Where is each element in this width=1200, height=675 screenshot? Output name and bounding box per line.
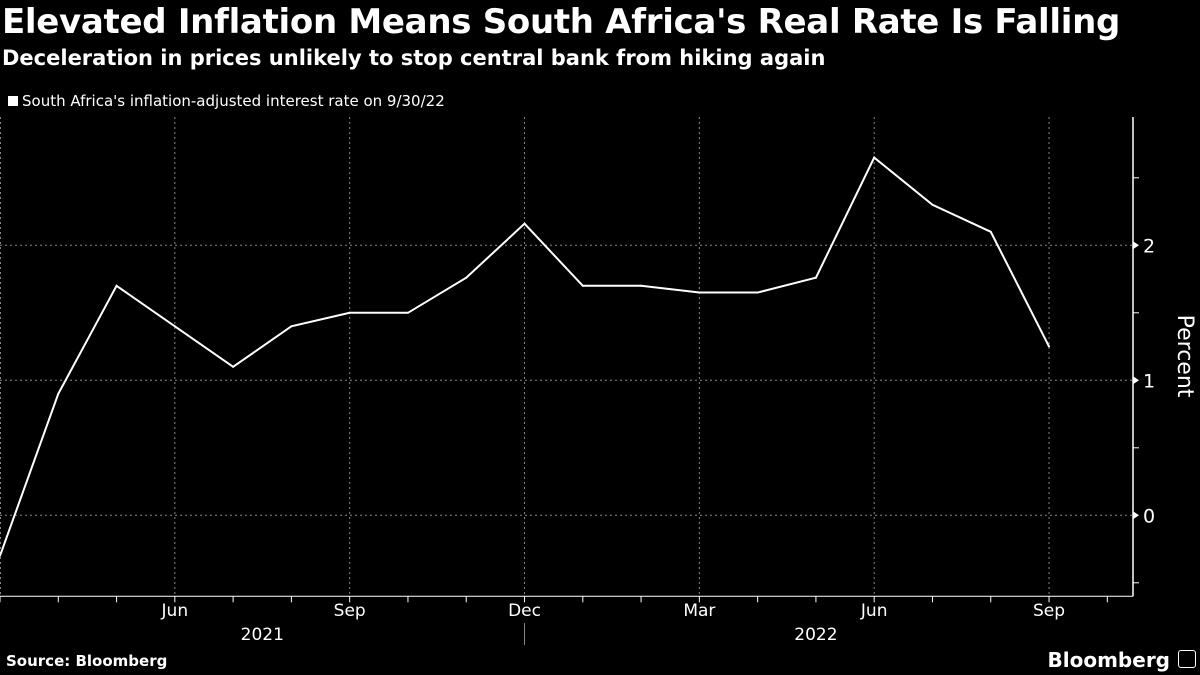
y-tick-marker [1133, 511, 1139, 520]
chart-icon [1178, 650, 1196, 668]
legend-label: South Africa's inflation-adjusted intere… [22, 92, 445, 110]
x-tick-label: Mar [683, 601, 715, 621]
legend: South Africa's inflation-adjusted intere… [8, 92, 445, 110]
x-year-label: 2021 [241, 625, 284, 645]
data-point [465, 276, 468, 279]
y-tick-marker [1133, 376, 1139, 385]
x-year-label: 2022 [794, 625, 837, 645]
data-point [290, 325, 293, 328]
data-point [1048, 345, 1051, 348]
y-tick-marker [1133, 241, 1139, 250]
x-tick-label: Dec [508, 601, 541, 621]
chart-subtitle: Deceleration in prices unlikely to stop … [2, 46, 826, 70]
x-tick-label: Sep [334, 601, 366, 621]
data-point [115, 284, 118, 287]
data-point [989, 230, 992, 233]
y-tick-label: 0 [1143, 505, 1155, 527]
data-point [348, 311, 351, 314]
data-point [756, 291, 759, 294]
data-point [57, 392, 60, 395]
data-point [0, 554, 1, 557]
x-tick-label: Jun [161, 601, 189, 621]
y-tick-label: 2 [1143, 235, 1155, 257]
bloomberg-logo: Bloomberg [1047, 648, 1170, 672]
y-tick-label: 1 [1143, 370, 1155, 392]
data-point [698, 291, 701, 294]
data-point [640, 284, 643, 287]
data-point [173, 325, 176, 328]
y-axis-label: Percent [1172, 315, 1197, 398]
chart-title: Elevated Inflation Means South Africa's … [2, 2, 1121, 42]
data-point [873, 156, 876, 159]
source-note: Source: Bloomberg [6, 652, 168, 670]
data-point [931, 203, 934, 206]
data-point [406, 311, 409, 314]
x-tick-label: Sep [1033, 601, 1065, 621]
x-tick-label: Jun [860, 601, 888, 621]
data-point [581, 284, 584, 287]
legend-swatch [8, 96, 18, 106]
data-point [232, 365, 235, 368]
data-point [814, 276, 817, 279]
data-point [523, 222, 526, 225]
